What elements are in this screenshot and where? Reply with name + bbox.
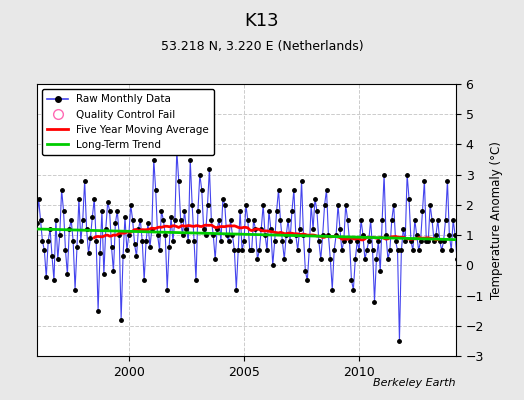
Text: K13: K13 [245, 12, 279, 30]
Text: 53.218 N, 3.220 E (Netherlands): 53.218 N, 3.220 E (Netherlands) [161, 40, 363, 53]
Legend: Raw Monthly Data, Quality Control Fail, Five Year Moving Average, Long-Term Tren: Raw Monthly Data, Quality Control Fail, … [42, 89, 214, 155]
Y-axis label: Temperature Anomaly (°C): Temperature Anomaly (°C) [489, 141, 503, 299]
Text: Berkeley Earth: Berkeley Earth [374, 378, 456, 388]
